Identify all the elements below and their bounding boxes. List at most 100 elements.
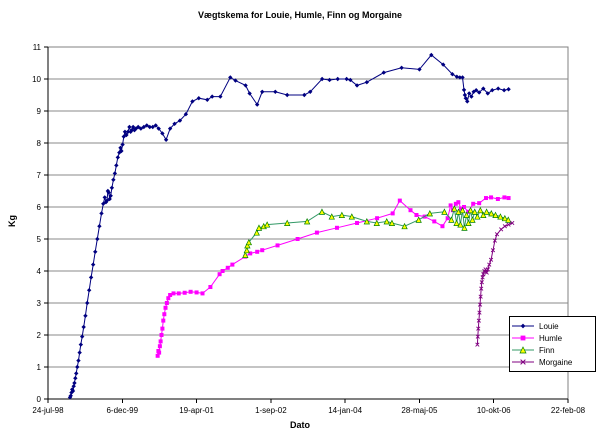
series-louie-marker — [209, 94, 215, 99]
series-humle-marker — [445, 216, 450, 221]
series-louie-marker — [348, 77, 353, 83]
series-finn-marker — [401, 222, 408, 230]
series-louie-marker — [141, 124, 147, 130]
series-louie-marker — [273, 89, 278, 94]
series-finn-marker — [480, 211, 487, 218]
series-louie-marker — [119, 148, 124, 154]
series-louie-marker — [501, 88, 507, 93]
series-finn-marker — [467, 206, 474, 214]
series-morgaine-marker — [476, 318, 481, 323]
series-louie-marker — [71, 384, 76, 389]
series-louie-marker — [364, 80, 370, 85]
series-louie-marker — [68, 393, 73, 398]
series-louie-marker — [218, 94, 223, 99]
series-finn-marker — [338, 211, 346, 218]
series-louie-marker — [506, 87, 511, 92]
series-finn-marker — [253, 229, 260, 236]
x-marker-icon — [512, 359, 534, 365]
series-louie-marker — [115, 155, 121, 160]
series-morgaine-marker — [506, 222, 511, 227]
series-humle-marker — [506, 196, 511, 201]
series-finn-marker — [318, 208, 326, 215]
legend-label: Humle — [539, 333, 563, 343]
series-morgaine-marker — [484, 270, 489, 275]
series-morgaine-marker — [477, 302, 483, 307]
series-finn-marker — [451, 205, 458, 212]
series-morgaine-marker — [478, 294, 483, 299]
series-louie-marker — [105, 188, 111, 194]
series-humle-marker — [217, 272, 222, 277]
series-humle-marker — [220, 269, 225, 273]
series-finn-marker — [448, 216, 455, 223]
series-louie-marker — [150, 124, 155, 130]
series-louie-marker — [167, 126, 173, 131]
series-finn-marker — [303, 218, 311, 225]
series-louie-marker — [228, 75, 233, 80]
series-finn-marker — [477, 206, 484, 214]
series-louie-marker — [399, 65, 404, 70]
series-humle-marker — [188, 289, 193, 294]
series-louie-marker — [163, 137, 169, 142]
series-louie-marker — [153, 123, 158, 128]
series-finn-marker — [488, 210, 495, 217]
series-louie-marker — [335, 76, 340, 82]
series-louie-marker — [450, 72, 455, 77]
series-louie-marker — [457, 75, 463, 80]
series-humle-marker — [459, 206, 464, 211]
series-morgaine-marker — [488, 257, 494, 262]
y-tick-label: 11 — [33, 43, 42, 52]
series-louie-marker — [108, 193, 113, 198]
series-finn-marker — [244, 242, 251, 249]
series-humle-marker — [432, 219, 437, 224]
series-humle-marker — [157, 344, 162, 349]
x-tick-label: 24-jul-98 — [32, 406, 64, 415]
series-finn-marker — [373, 219, 380, 226]
series-finn-marker — [328, 213, 335, 220]
series-morgaine-marker — [494, 232, 500, 237]
series-louie-marker — [495, 86, 501, 91]
series-finn-marker — [284, 219, 291, 226]
legend-item-finn: Finn — [512, 344, 593, 356]
series-humle-marker — [495, 197, 500, 201]
series-louie-marker — [70, 388, 76, 394]
series-louie-marker — [254, 102, 260, 107]
series-humle-marker — [194, 290, 199, 295]
series-finn-marker — [348, 213, 355, 220]
series-louie-marker — [441, 62, 446, 67]
series-louie-marker — [417, 67, 422, 72]
series-humle-marker — [166, 296, 171, 301]
series-finn-marker — [457, 221, 464, 228]
series-humle-marker — [355, 221, 360, 225]
series-louie-marker — [81, 324, 86, 330]
legend-label: Morgaine — [539, 357, 573, 367]
series-humle-marker — [168, 293, 173, 297]
series-morgaine-marker — [475, 334, 480, 339]
y-tick-label: 10 — [32, 75, 41, 84]
series-humle-marker — [275, 243, 280, 248]
series-louie-marker — [471, 89, 476, 94]
series-morgaine-marker — [476, 326, 481, 331]
series-louie-marker — [83, 313, 88, 318]
x-tick-label: 28-maj-05 — [401, 406, 438, 415]
series-finn-marker — [383, 218, 390, 225]
series-humle-marker — [334, 225, 339, 230]
series-louie-marker — [467, 91, 472, 96]
series-louie-marker — [481, 86, 486, 91]
series-louie-marker — [327, 77, 332, 83]
series-louie-marker — [469, 94, 474, 99]
series-humle-marker — [483, 196, 488, 201]
series-louie-marker — [73, 376, 78, 381]
series-finn-marker — [426, 210, 433, 217]
series-finn-marker — [242, 251, 249, 258]
series-humle-marker — [477, 201, 482, 206]
series-finn-marker — [492, 211, 499, 218]
series-morgaine-marker — [485, 267, 491, 272]
series-humle-marker — [155, 353, 160, 358]
series-louie-marker — [344, 76, 349, 82]
series-humle-marker — [255, 249, 260, 254]
series-humle-marker — [314, 230, 319, 235]
series-louie-marker — [429, 52, 434, 58]
series-humle-marker — [397, 198, 402, 203]
series-louie-marker — [308, 89, 313, 94]
series-louie-marker — [144, 123, 149, 128]
